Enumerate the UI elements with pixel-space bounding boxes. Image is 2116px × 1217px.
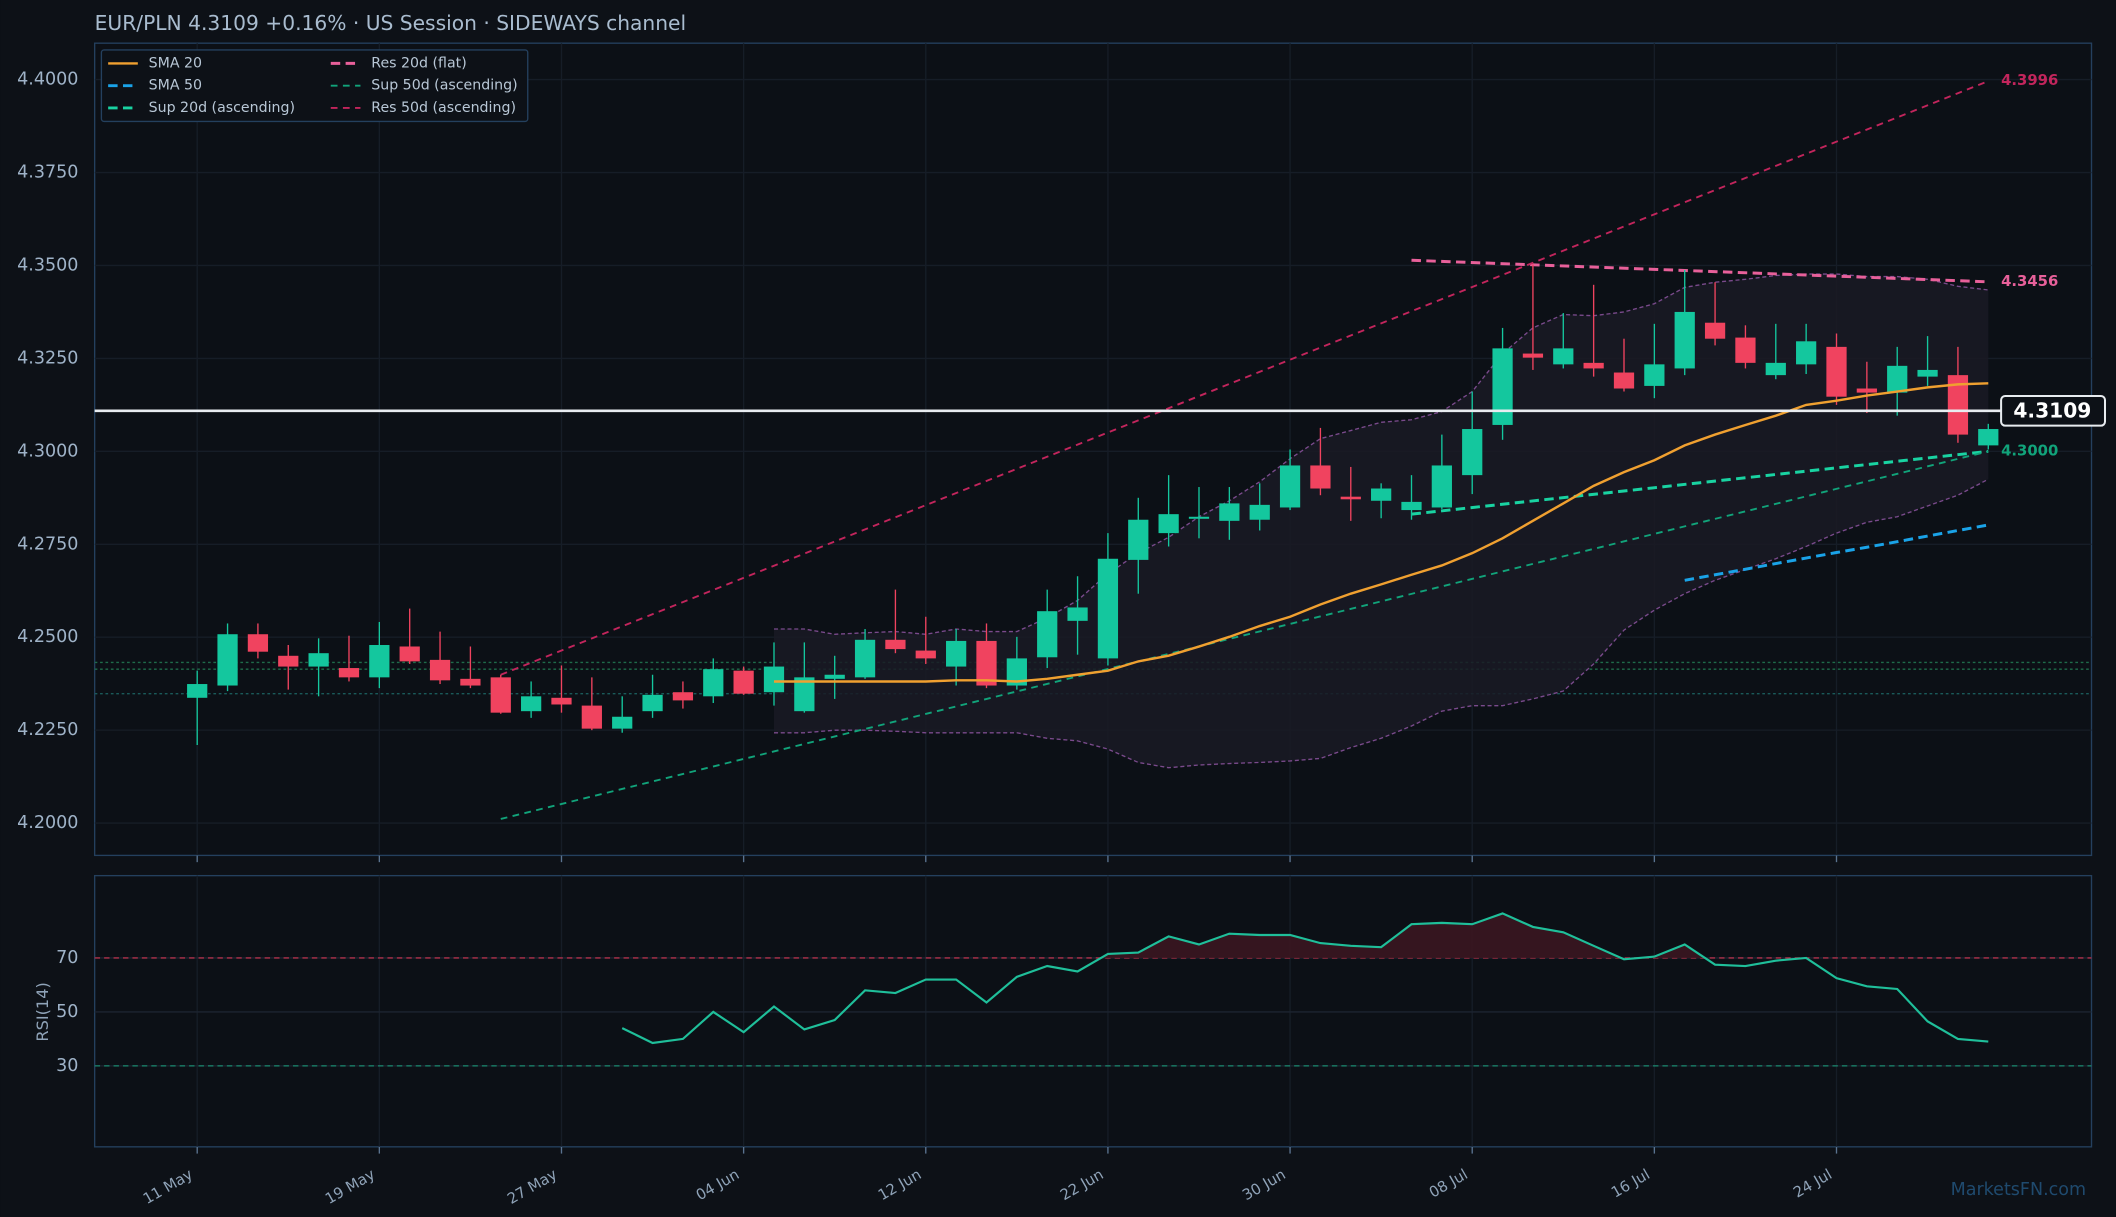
y-tick-label: 4.2250 — [17, 720, 78, 740]
candle-body — [1796, 341, 1817, 365]
candle-body — [1279, 465, 1301, 508]
y-tick-label: 4.4000 — [17, 70, 78, 90]
candle-body — [1522, 353, 1544, 358]
candle-body — [1340, 496, 1361, 500]
trendline — [1411, 449, 1989, 516]
last-price-box — [2000, 394, 2107, 427]
legend-label: SMA 50 — [149, 78, 202, 94]
trendline-label: 4.3456 — [2001, 273, 2058, 290]
candle-body — [217, 634, 238, 686]
candle-body — [1947, 375, 1969, 435]
candle-body — [1917, 369, 1938, 377]
y-tick-label: 4.3000 — [17, 441, 78, 461]
y-tick-label: 30 — [56, 1056, 78, 1076]
candle-body — [308, 653, 329, 667]
candle-body — [1492, 348, 1513, 425]
candle-body — [1887, 365, 1908, 393]
candle-body — [854, 639, 876, 678]
y-tick-label: 70 — [56, 948, 78, 968]
candle-body — [1613, 372, 1635, 389]
y-tick-label: 4.3500 — [17, 255, 78, 275]
rsi-line — [621, 912, 1989, 1045]
sma-line — [1684, 523, 1989, 582]
candle-body — [581, 705, 602, 729]
candle-body — [1128, 519, 1149, 560]
watermark: MarketsFN.com — [1951, 1180, 2086, 1200]
candle-body — [1978, 429, 1999, 446]
candle-body — [794, 677, 815, 712]
candle-body — [1826, 346, 1847, 397]
candle-body — [1553, 348, 1574, 365]
candle-body — [946, 640, 967, 667]
candle-body — [1249, 504, 1270, 520]
candle-body — [915, 650, 936, 659]
candle-body — [490, 677, 511, 713]
candle-body — [733, 670, 754, 694]
y-tick-label: 4.3750 — [17, 163, 78, 183]
legend-label: Res 50d (ascending) — [371, 100, 516, 116]
candle-body — [1188, 516, 1210, 519]
candle-body — [824, 674, 845, 679]
trendline — [500, 450, 1989, 820]
y-tick-label: 4.2000 — [17, 813, 78, 833]
candle-body — [885, 639, 906, 650]
candle-body — [247, 634, 269, 652]
candle-body — [399, 646, 420, 662]
candle-body — [703, 669, 724, 697]
y-tick-label: 4.2500 — [17, 627, 78, 647]
legend-box — [100, 49, 529, 123]
candle-body — [521, 696, 542, 712]
candle-body — [1735, 337, 1756, 363]
candle-body — [429, 659, 451, 681]
trendline-label: 4.3000 — [2001, 442, 2058, 459]
candle-body — [763, 666, 785, 693]
band-lower — [773, 478, 1989, 769]
trendline — [1411, 258, 1989, 284]
candle-body — [1856, 388, 1877, 393]
candle-body — [1158, 514, 1179, 534]
candle-body — [1310, 465, 1331, 489]
candles — [187, 264, 1999, 746]
y-tick-label: 4.3250 — [17, 348, 78, 368]
candle-body — [976, 640, 997, 686]
candle-body — [1704, 322, 1726, 339]
candle-body — [338, 668, 360, 678]
candle-body — [1371, 488, 1392, 501]
legend-label: Res 20d (flat) — [371, 55, 466, 71]
candle-body — [1037, 611, 1058, 658]
candle-body — [1462, 429, 1483, 476]
y-tick-label: 50 — [56, 1002, 78, 1022]
last-price-label: 4.3109 — [2013, 399, 2091, 423]
legend-label: SMA 20 — [149, 55, 202, 71]
candle-body — [1067, 607, 1088, 621]
candle-body — [1674, 311, 1695, 369]
candle-body — [1006, 658, 1027, 686]
candle-body — [1219, 503, 1240, 521]
candle-body — [642, 694, 663, 712]
candle-body — [278, 655, 299, 667]
candle-body — [369, 645, 390, 678]
candle-body — [612, 716, 633, 729]
y-tick-label: 4.2750 — [17, 534, 78, 554]
candle-body — [1644, 364, 1665, 386]
candle-body — [1401, 501, 1422, 511]
legend-label: Sup 20d (ascending) — [149, 100, 295, 116]
candle-body — [1765, 362, 1786, 376]
legend-label: Sup 50d (ascending) — [371, 78, 517, 94]
chart-title: EUR/PLN 4.3109 +0.16% · US Session · SID… — [95, 11, 686, 35]
candle-body — [672, 692, 694, 701]
trendline-label: 4.3996 — [2001, 72, 2058, 89]
candle-body — [1097, 558, 1119, 659]
y-axis-label: RSI(14) — [33, 982, 52, 1042]
overbought-fill — [622, 913, 1989, 958]
candle-body — [460, 678, 481, 686]
candle-body — [1431, 465, 1452, 508]
candle-body — [1583, 362, 1604, 369]
candle-body — [187, 684, 208, 698]
candle-body — [551, 697, 572, 705]
